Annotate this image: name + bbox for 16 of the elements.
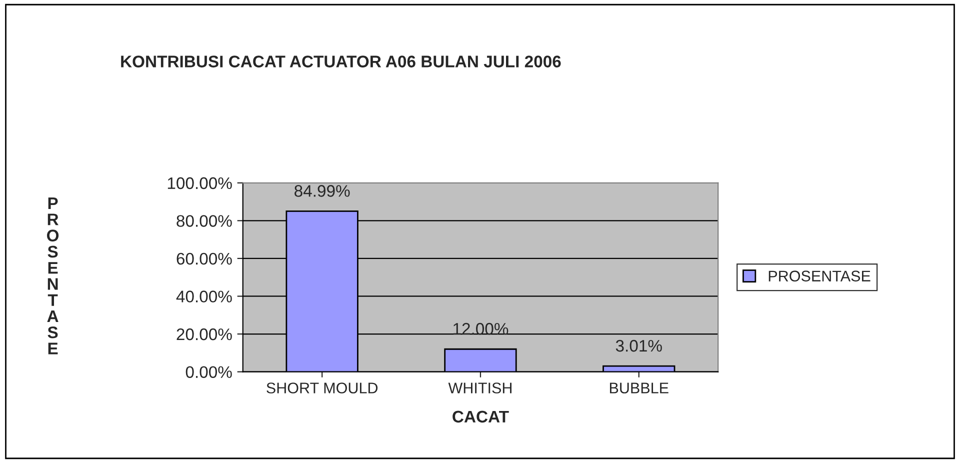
- legend-label: PROSENTASE: [768, 270, 870, 282]
- x-tick-label: WHITISH: [448, 382, 512, 394]
- y-tick-label: 60.00%: [176, 252, 232, 265]
- x-tick-label: BUBBLE: [610, 382, 668, 394]
- text: PROSENTASE: [47, 198, 59, 354]
- data-label: 3.01%: [616, 340, 662, 352]
- y-tick-label: 20.00%: [176, 328, 232, 340]
- y-tick-label: 0.00%: [186, 366, 232, 378]
- x-axis-title: CACAT: [452, 410, 509, 423]
- x-tick-label: SHORT MOULD: [266, 382, 378, 394]
- data-label: 84.99%: [294, 185, 350, 197]
- y-tick-label: 80.00%: [176, 215, 232, 227]
- y-tick-label: 100.00%: [168, 177, 232, 190]
- data-label: 12.00%: [453, 322, 508, 335]
- y-tick-label: 40.00%: [176, 290, 232, 302]
- chart-title: KONTRIBUSI CACAT ACTUATOR A06 BULAN JULI 2006: [121, 56, 561, 68]
